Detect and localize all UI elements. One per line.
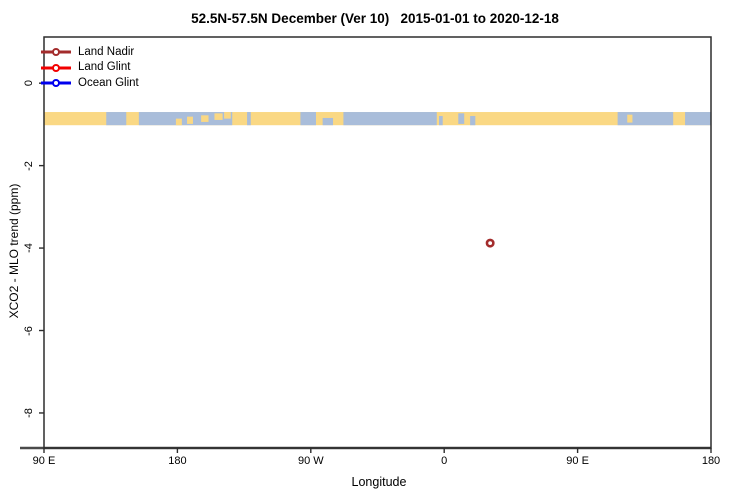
map-band-land-patch bbox=[627, 114, 633, 123]
data-point-land-nadir bbox=[485, 238, 495, 248]
chart-title: 52.5N-57.5N December (Ver 10) 2015-01-01… bbox=[191, 11, 559, 26]
x-tick-label: 90 E bbox=[566, 455, 589, 467]
legend-item-label: Ocean Glint bbox=[78, 76, 139, 89]
y-tick-label: -4 bbox=[23, 243, 35, 253]
map-band-ocean-segment bbox=[322, 117, 334, 126]
x-tick-label: 180 bbox=[168, 455, 187, 467]
legend-item-land-glint: Land Glint bbox=[41, 60, 139, 76]
x-tick-label: 0 bbox=[441, 455, 448, 467]
y-tick-label: -2 bbox=[23, 160, 35, 171]
map-band-land-patch bbox=[214, 113, 223, 120]
x-tick-label: 90 W bbox=[297, 455, 324, 467]
y-tick-label: -6 bbox=[23, 325, 35, 336]
map-band-ocean-segment bbox=[617, 112, 674, 126]
map-band-land-patch bbox=[175, 118, 182, 126]
y-tick-label: 0 bbox=[23, 80, 35, 87]
map-band-ocean-segment bbox=[138, 112, 233, 126]
legend-item-ocean-glint: Ocean Glint bbox=[41, 76, 139, 92]
map-band-ocean-segment bbox=[247, 112, 251, 126]
x-axis-title: Longitude bbox=[351, 475, 407, 489]
open-circle-marker-icon bbox=[51, 48, 60, 57]
map-band-land-patch bbox=[187, 116, 193, 124]
map-band-land-patch bbox=[201, 115, 209, 122]
legend-item-land-nadir: Land Nadir bbox=[41, 45, 139, 61]
map-band-ocean-segment bbox=[343, 112, 437, 126]
map-band-ocean-segment bbox=[685, 112, 711, 126]
map-band-ocean-segment bbox=[300, 112, 316, 126]
x-tick-label: 90 E bbox=[32, 455, 56, 467]
map-band-ocean-segment bbox=[470, 115, 476, 126]
map-band-ocean-segment bbox=[439, 115, 443, 126]
map-band-land-patch bbox=[224, 112, 231, 119]
y-tick-label: -8 bbox=[23, 408, 35, 418]
legend-item-label: Land Nadir bbox=[78, 45, 135, 58]
open-circle-marker-icon bbox=[51, 79, 60, 88]
x-tick-label: 180 bbox=[701, 455, 721, 467]
plot-border bbox=[43, 36, 712, 449]
legend-item-label: Land Glint bbox=[78, 61, 131, 73]
map-band-ocean-segment bbox=[106, 112, 127, 126]
legend: Land Nadir Land Glint Ocean Glint bbox=[41, 45, 139, 92]
map-band-ocean-segment bbox=[458, 113, 465, 124]
open-circle-marker-icon bbox=[51, 63, 60, 72]
